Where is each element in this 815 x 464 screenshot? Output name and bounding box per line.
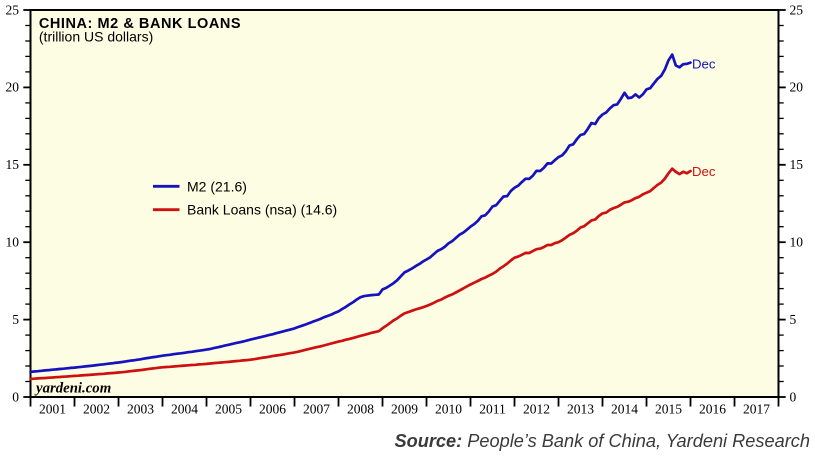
svg-text:5: 5	[790, 312, 797, 327]
svg-text:Dec: Dec	[692, 57, 716, 72]
svg-text:2013: 2013	[567, 401, 594, 416]
svg-text:2014: 2014	[611, 401, 638, 416]
svg-text:CHINA: M2 & BANK LOANS: CHINA: M2 & BANK LOANS	[39, 16, 241, 32]
svg-text:25: 25	[6, 2, 20, 17]
svg-text:2010: 2010	[435, 401, 462, 416]
svg-text:10: 10	[6, 235, 20, 250]
svg-text:2006: 2006	[259, 401, 286, 416]
svg-text:2008: 2008	[347, 401, 374, 416]
svg-text:10: 10	[790, 235, 804, 250]
svg-text:2015: 2015	[655, 401, 682, 416]
svg-text:2001: 2001	[39, 401, 66, 416]
svg-text:M2 (21.6): M2 (21.6)	[187, 178, 247, 194]
svg-text:yardeni.com: yardeni.com	[34, 380, 111, 396]
svg-text:15: 15	[6, 157, 20, 172]
svg-text:5: 5	[12, 312, 19, 327]
svg-text:2012: 2012	[523, 401, 550, 416]
svg-text:2011: 2011	[479, 401, 506, 416]
svg-text:0: 0	[790, 389, 797, 404]
svg-text:2017: 2017	[743, 401, 770, 416]
svg-text:2016: 2016	[699, 401, 726, 416]
svg-text:2009: 2009	[391, 401, 418, 416]
svg-text:20: 20	[6, 80, 20, 95]
svg-text:25: 25	[790, 2, 804, 17]
svg-text:Bank Loans (nsa) (14.6): Bank Loans (nsa) (14.6)	[187, 202, 337, 218]
svg-text:2004: 2004	[171, 401, 198, 416]
svg-text:2005: 2005	[215, 401, 242, 416]
svg-text:2002: 2002	[83, 401, 110, 416]
svg-text:(trillion US dollars): (trillion US dollars)	[39, 29, 153, 45]
svg-text:20: 20	[790, 80, 804, 95]
svg-text:2007: 2007	[303, 401, 330, 416]
svg-text:15: 15	[790, 157, 804, 172]
svg-text:2003: 2003	[127, 401, 154, 416]
svg-text:Source: People’s Bank of China: Source: People’s Bank of China, Yardeni …	[394, 431, 810, 451]
svg-text:Dec: Dec	[692, 164, 716, 179]
svg-text:0: 0	[12, 389, 19, 404]
